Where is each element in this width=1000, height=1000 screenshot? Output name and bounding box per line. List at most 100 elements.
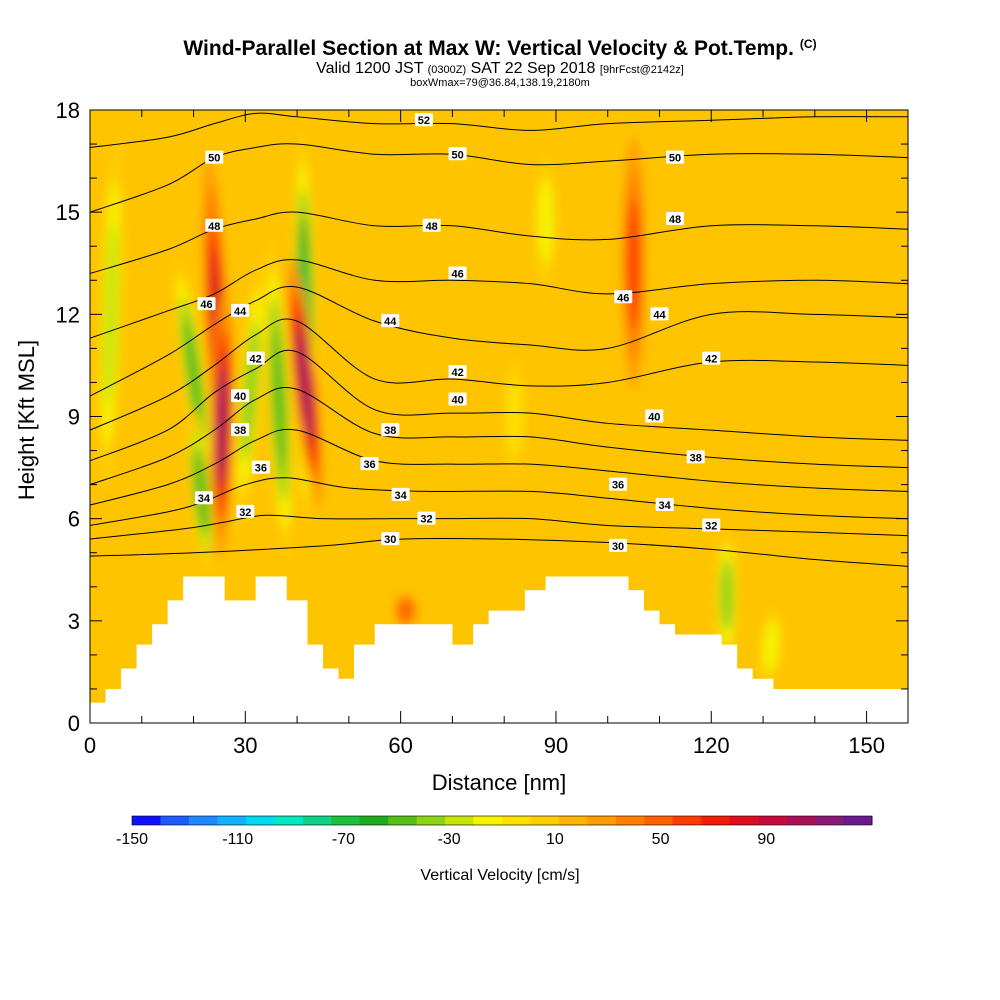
valid-date: SAT 22 Sep 2018 [470,60,596,77]
contour-label: 34 [655,498,674,512]
terrain [90,576,908,723]
contour-label: 42 [448,365,467,379]
contour-label: 32 [417,511,436,526]
contour-label: 48 [666,211,685,226]
w-feature [265,240,293,559]
contour-label-text: 44 [384,316,397,328]
colorbar-swatch [445,816,475,825]
contour-label-text: 46 [200,299,212,311]
contour-label: 42 [702,351,721,366]
colorbar-swatch [530,816,560,825]
w-feature [287,257,323,508]
w-feature [534,155,557,287]
theta-contour-32 [90,514,908,540]
contour-label: 40 [448,392,467,406]
contour-label-text: 44 [653,309,666,321]
colorbar-swatch [729,816,759,825]
theta-contour-36 [90,428,908,506]
w-feature [715,529,738,661]
contour-label: 36 [360,457,379,471]
colorbar-tick-label: 50 [652,831,670,848]
x-tick-label: 120 [693,733,730,758]
contour-label: 46 [448,266,467,280]
colorbar-swatch [672,816,702,825]
contour-label-text: 52 [418,115,430,127]
chart-title: Wind-Parallel Section at Max W: Vertical… [183,37,817,60]
colorbar-swatch [815,816,845,825]
w-feature-band [627,197,641,329]
contour-label: 34 [391,487,410,502]
contour-label: 52 [414,113,433,127]
colorbar-swatch [587,816,617,825]
vertical-velocity-field [98,131,783,685]
contour-label-text: 32 [705,520,717,532]
colorbar-swatch [473,816,503,825]
theta-contour-38 [90,387,908,486]
contour-label-text: 40 [648,412,660,424]
contour-label: 36 [609,477,628,492]
title-mark: (C) [799,37,817,51]
x-tick-label: 0 [84,733,96,758]
contour-label: 30 [609,538,628,553]
w-feature-band [506,378,523,455]
box-info: boxWmax=79@36.84,138.19,2180m [410,77,590,89]
valid-utc: (0300Z) [427,64,467,76]
w-feature-band [271,326,286,473]
w-feature [173,257,214,491]
colorbar-swatch [416,816,446,825]
contour-label-text: 34 [395,490,408,502]
contour-label: 40 [645,409,664,424]
colorbar-tick-label: -150 [116,831,148,848]
theta-contour-46 [90,259,908,339]
w-feature [98,138,123,491]
colorbar-swatch [359,816,389,825]
colorbar-tick-label: -110 [222,831,253,848]
forecast-info: [9hrFcst@2142z] [599,64,684,76]
y-axis-label: Height [Kft MSL] [14,340,39,500]
contour-label-text: 34 [198,493,211,505]
contour-label-text: 42 [451,367,463,379]
contour-label-text: 42 [250,354,262,366]
colorbar-swatch [843,816,873,825]
contour-label: 44 [231,303,250,318]
theta-contour-30 [90,537,908,567]
contour-label: 48 [422,218,441,233]
contour-label: 32 [702,518,721,532]
colorbar-swatch [160,816,190,825]
colorbar-tick-label: 90 [757,831,775,848]
contour-label: 38 [381,423,400,437]
contour-label: 38 [231,423,250,437]
contour-label: 50 [666,150,685,165]
w-feature [622,138,645,389]
contour-label: 46 [197,297,216,311]
y-tick-label: 6 [68,507,80,532]
contour-label-text: 42 [705,354,717,366]
colorbar-swatch [502,816,531,825]
y-tick-label: 3 [68,609,80,634]
contour-label: 50 [205,150,224,165]
contour-label-text: 50 [208,153,220,165]
w-feature [503,359,526,474]
contour-label-text: 44 [234,306,247,318]
contour-label-text: 48 [669,214,681,226]
w-feature-band [720,559,734,632]
colorbar: -150 -110 -70 -30 10 50 90 [116,815,873,848]
terrain-mask [90,576,908,723]
colorbar-swatch [331,816,361,825]
contour-label-text: 48 [208,221,220,233]
colorbar-swatch [558,816,588,825]
y-tick-label: 0 [68,711,80,736]
contour-label-text: 38 [384,425,396,437]
contour-label: 42 [246,351,265,366]
chart-subtitle: Valid 1200 JST (0300Z) SAT 22 Sep 2018 [… [316,60,684,77]
contour-label-text: 40 [234,391,246,403]
colorbar-swatch [615,816,645,825]
colorbar-tick-label: 10 [546,831,564,848]
x-tick-label: 30 [233,733,257,758]
plot-area: 52 50 50 50 48 48 48 46 46 46 44 44 44 42 42 42 40 40 40 38… [90,110,908,723]
colorbar-swatch [302,816,332,825]
contour-label: 32 [236,504,255,519]
w-feature-band [296,328,313,437]
contour-label-text: 46 [451,268,463,280]
